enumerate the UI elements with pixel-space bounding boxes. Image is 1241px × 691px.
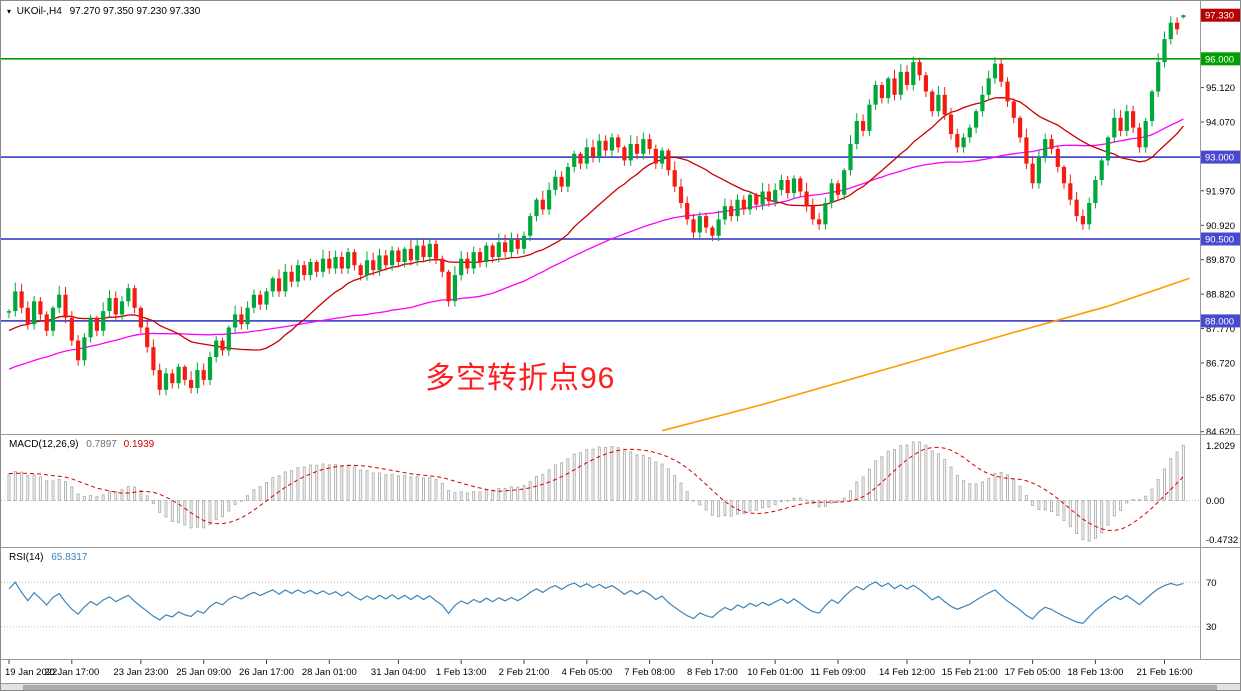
- ma-fast-line: [8, 97, 1184, 351]
- macd-main-value: 0.7897: [86, 439, 117, 450]
- svg-text:94.070: 94.070: [1206, 118, 1235, 129]
- price-badge-level-93.000: 93.000: [1201, 150, 1240, 164]
- svg-text:88.820: 88.820: [1206, 290, 1235, 301]
- svg-text:84.620: 84.620: [1206, 427, 1235, 438]
- svg-text:15 Feb 21:00: 15 Feb 21:00: [942, 667, 998, 678]
- svg-text:88.000: 88.000: [1205, 316, 1234, 327]
- panel-borders: [1, 1, 1240, 660]
- symbol-dropdown-icon[interactable]: ▾: [7, 7, 12, 16]
- symbol-timeframe-label: UKOil-,H4: [16, 6, 62, 17]
- svg-text:18 Feb 13:00: 18 Feb 13:00: [1067, 667, 1123, 678]
- svg-text:8 Feb 17:00: 8 Feb 17:00: [687, 667, 738, 678]
- horizontal-scrollbar[interactable]: [1, 683, 1240, 690]
- svg-text:91.970: 91.970: [1206, 186, 1235, 197]
- macd-axis-label: 0.00: [1206, 496, 1225, 507]
- svg-text:23 Jan 23:00: 23 Jan 23:00: [113, 667, 168, 678]
- price-badge-current: 97.330: [1201, 8, 1240, 22]
- price-badge-level-96.000: 96.000: [1201, 52, 1240, 66]
- chart-annotation-text[interactable]: 多空转折点96: [425, 362, 616, 395]
- svg-text:95.120: 95.120: [1206, 83, 1235, 94]
- rsi-line: [8, 581, 1184, 624]
- macd-axis-label: 1.2029: [1206, 441, 1235, 452]
- rsi-axis-label: 70: [1206, 578, 1217, 589]
- svg-text:31 Jan 04:00: 31 Jan 04:00: [371, 667, 426, 678]
- macd-name-label: MACD(12,26,9): [9, 439, 79, 450]
- macd-signal-value: 0.1939: [123, 439, 155, 450]
- svg-text:90.500: 90.500: [1205, 235, 1234, 246]
- scrollbar-thumb[interactable]: [23, 685, 1217, 690]
- macd-signal-line: [8, 446, 1184, 531]
- svg-text:10 Feb 01:00: 10 Feb 01:00: [747, 667, 803, 678]
- svg-text:97.330: 97.330: [1205, 11, 1234, 22]
- svg-text:4 Feb 05:00: 4 Feb 05:00: [561, 667, 612, 678]
- svg-text:28 Jan 01:00: 28 Jan 01:00: [302, 667, 357, 678]
- svg-text:93.000: 93.000: [1205, 153, 1234, 164]
- macd-indicator-title: MACD(12,26,9) 0.7897 0.1939: [9, 439, 154, 450]
- svg-text:85.670: 85.670: [1206, 393, 1235, 404]
- svg-text:21 Feb 16:00: 21 Feb 16:00: [1137, 667, 1193, 678]
- ma-slow-line: [661, 277, 1190, 432]
- svg-text:25 Jan 09:00: 25 Jan 09:00: [176, 667, 231, 678]
- svg-text:90.920: 90.920: [1206, 221, 1235, 232]
- rsi-axis-label: 30: [1206, 622, 1217, 633]
- svg-text:86.720: 86.720: [1206, 358, 1235, 369]
- svg-text:2 Feb 21:00: 2 Feb 21:00: [499, 667, 550, 678]
- macd-histogram: [7, 441, 1185, 542]
- rsi-indicator-title: RSI(14) 65.8317: [9, 552, 87, 563]
- chart-title: ▾ UKOil-,H4 97.270 97.350 97.230 97.330: [7, 6, 200, 17]
- svg-text:26 Jan 17:00: 26 Jan 17:00: [239, 667, 294, 678]
- ma-mid-line: [8, 118, 1184, 370]
- svg-text:96.000: 96.000: [1205, 54, 1234, 65]
- horizontal-level-lines[interactable]: [1, 57, 1200, 322]
- rsi-value: 65.8317: [51, 552, 88, 563]
- svg-text:87.770: 87.770: [1206, 324, 1235, 335]
- svg-text:89.870: 89.870: [1206, 255, 1235, 266]
- svg-text:1 Feb 13:00: 1 Feb 13:00: [436, 667, 487, 678]
- svg-text:20 Jan 17:00: 20 Jan 17:00: [44, 667, 99, 678]
- price-badge-level-90.500: 90.500: [1201, 232, 1240, 246]
- svg-text:7 Feb 08:00: 7 Feb 08:00: [624, 667, 675, 678]
- svg-text:11 Feb 09:00: 11 Feb 09:00: [810, 667, 865, 678]
- svg-text:17 Feb 05:00: 17 Feb 05:00: [1005, 667, 1061, 678]
- rsi-name-label: RSI(14): [9, 552, 44, 563]
- price-badge-level-88.000: 88.000: [1201, 314, 1240, 328]
- candlesticks: [6, 14, 1186, 396]
- svg-text:19 Jan 2022: 19 Jan 2022: [5, 667, 57, 678]
- ohlc-values-label: 97.270 97.350 97.230 97.330: [69, 6, 201, 17]
- price-axis-ticks: 95.12094.07093.02091.97090.92089.87088.8…: [1200, 83, 1235, 438]
- macd-axis-label: -0.4732: [1206, 535, 1238, 546]
- svg-text:14 Feb 12:00: 14 Feb 12:00: [879, 667, 935, 678]
